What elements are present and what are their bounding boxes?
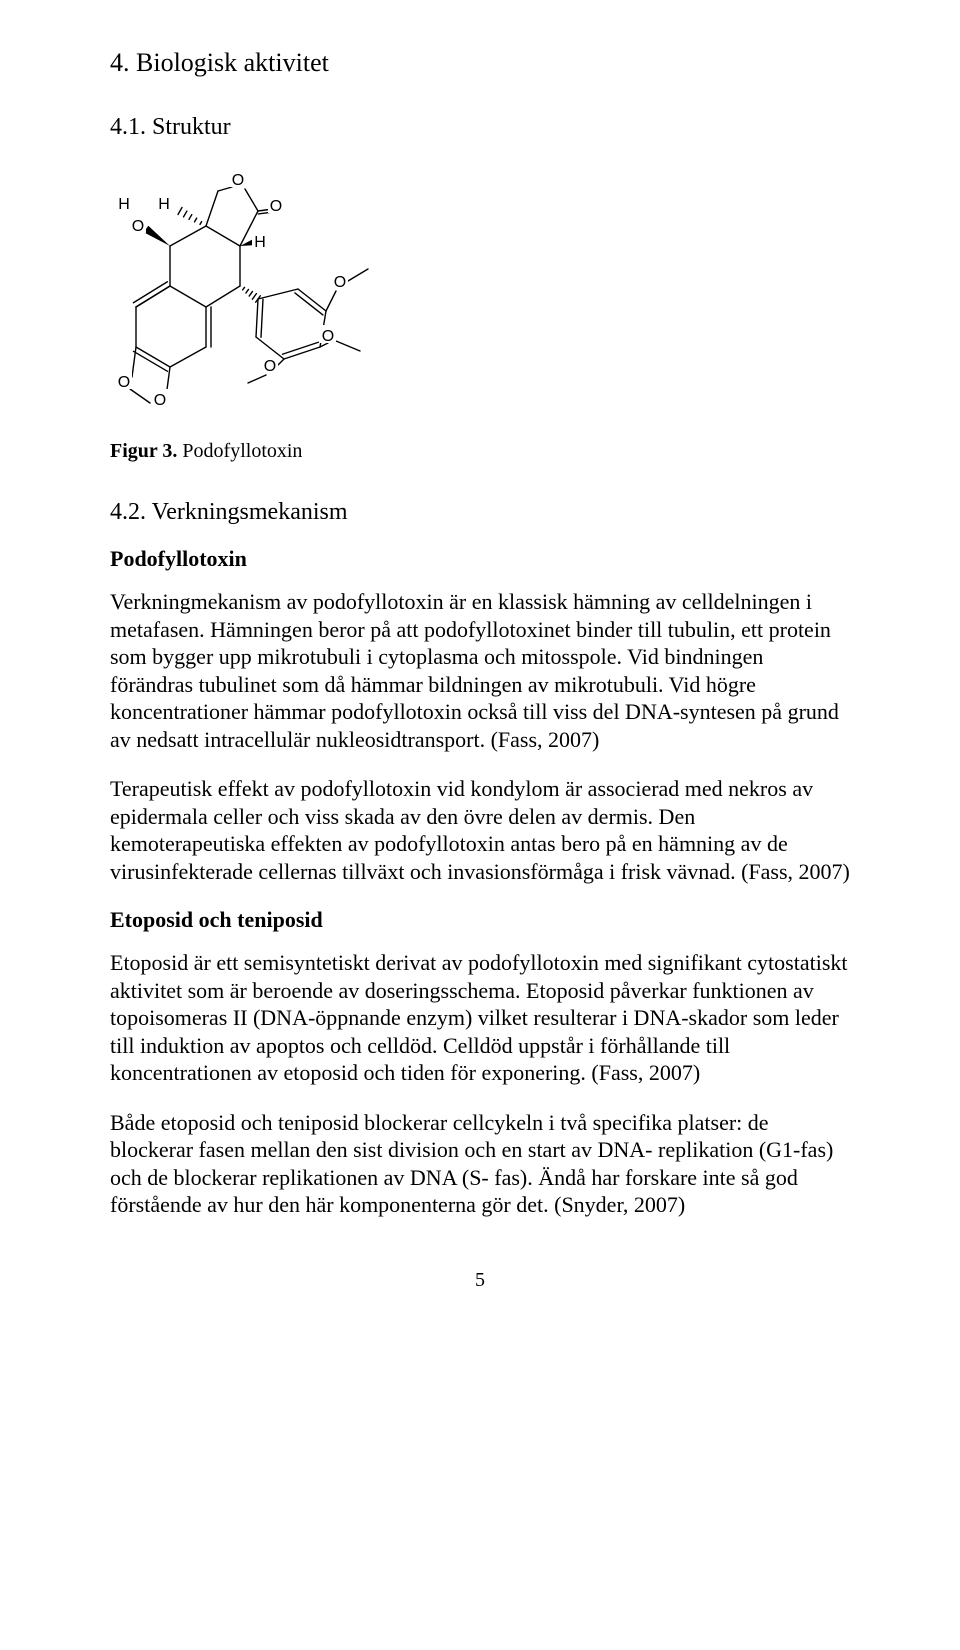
page-number: 5 (110, 1269, 850, 1292)
figure-label: Figur 3. (110, 440, 177, 462)
section-heading-4: 4. Biologisk aktivitet (110, 48, 850, 78)
heading-etoposid: Etoposid och teniposid (110, 907, 850, 933)
svg-text:O: O (322, 328, 334, 345)
figure-caption-text: Podofyllotoxin (182, 440, 302, 462)
svg-text:O: O (264, 358, 276, 375)
svg-text:H: H (158, 196, 170, 213)
svg-text:O: O (132, 218, 144, 235)
svg-text:O: O (232, 172, 244, 189)
svg-text:O: O (270, 198, 282, 215)
svg-text:O: O (334, 274, 346, 291)
paragraph: Verkningmekanism av podofyllotoxin är en… (110, 588, 850, 753)
subsection-heading-4-1: 4.1. Struktur (110, 114, 850, 141)
svg-text:H: H (118, 196, 130, 213)
svg-text:H: H (254, 234, 266, 251)
svg-text:O: O (118, 374, 130, 391)
figure-caption: Figur 3. Podofyllotoxin (110, 440, 850, 463)
paragraph: Både etoposid och teniposid blockerar ce… (110, 1109, 850, 1219)
heading-podofyllotoxin: Podofyllotoxin (110, 546, 850, 572)
subsection-heading-4-2: 4.2. Verkningsmekanism (110, 499, 850, 526)
molecule-diagram: HOHOOHOOOOO (110, 161, 375, 436)
paragraph: Etoposid är ett semisyntetiskt derivat a… (110, 949, 850, 1087)
paragraph: Terapeutisk effekt av podofyllotoxin vid… (110, 775, 850, 885)
svg-text:O: O (154, 392, 166, 409)
figure-3-block: HOHOOHOOOOO Figur 3. Podofyllotoxin (110, 161, 850, 463)
